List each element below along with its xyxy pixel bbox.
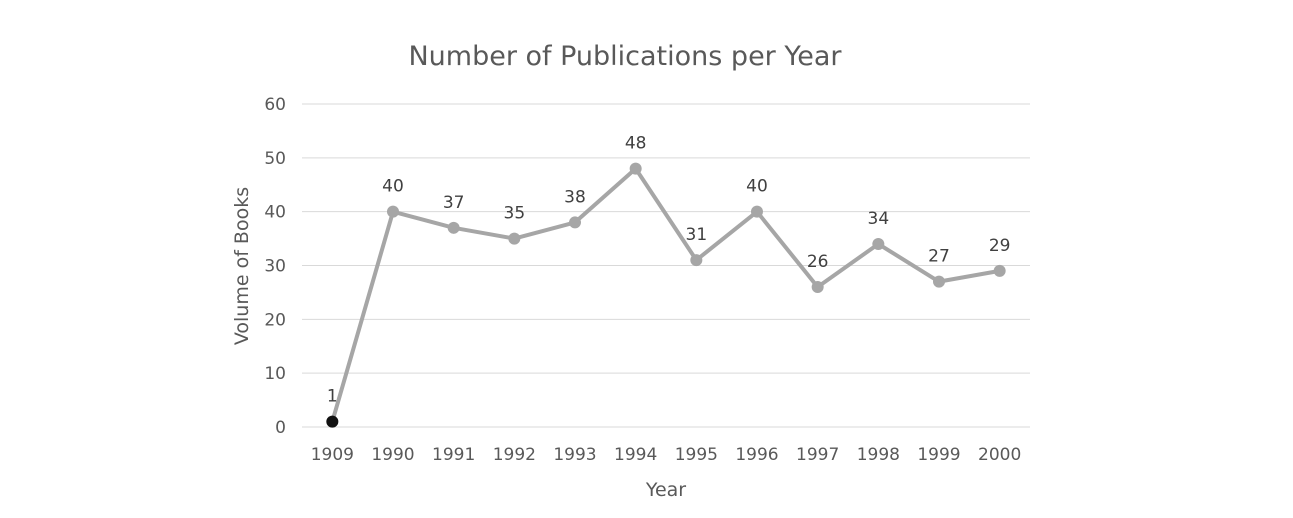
x-tick-label: 1993	[553, 445, 596, 465]
data-point	[569, 216, 581, 229]
data-label: 48	[625, 134, 647, 154]
data-point	[508, 232, 521, 245]
data-point	[751, 205, 763, 218]
y-tick-label: 20	[264, 310, 286, 330]
x-tick-label: 1994	[614, 445, 657, 465]
data-label: 35	[504, 204, 526, 224]
y-tick-label: 0	[275, 418, 286, 438]
y-axis-ticks: 0 10 20 30 40 50 60	[264, 95, 286, 438]
data-label: 40	[746, 177, 768, 197]
x-tick-label: 1998	[857, 445, 900, 465]
data-point	[933, 275, 945, 288]
data-label: 29	[989, 236, 1011, 256]
y-tick-label: 60	[264, 95, 286, 115]
data-point	[690, 254, 703, 267]
data-point	[387, 205, 399, 218]
data-point	[872, 237, 885, 250]
y-axis-title: Volume of Books	[231, 187, 253, 345]
series-line	[330, 166, 1002, 424]
x-tick-label: 1909	[311, 445, 354, 465]
data-label: 27	[928, 247, 950, 267]
data-point	[811, 281, 824, 294]
data-label: 38	[564, 187, 586, 207]
y-tick-label: 30	[264, 257, 286, 277]
data-point	[993, 264, 1006, 277]
data-labels: 1 40 37 35 38 48 31 40 26 34 27 29	[327, 134, 1011, 407]
x-tick-label: 1996	[735, 445, 778, 465]
data-point	[326, 415, 339, 428]
data-label: 37	[443, 193, 465, 213]
y-tick-label: 10	[264, 364, 286, 384]
x-tick-label: 1990	[371, 445, 414, 465]
x-tick-label: 1997	[796, 445, 839, 465]
markers	[326, 162, 1006, 428]
data-point	[447, 221, 460, 234]
y-tick-label: 40	[264, 203, 286, 223]
data-label: 34	[868, 209, 890, 229]
data-label: 26	[807, 252, 829, 272]
data-label: 1	[327, 387, 338, 407]
chart-title: Number of Publications per Year	[408, 41, 842, 72]
x-tick-label: 1995	[675, 445, 718, 465]
data-label: 31	[686, 225, 708, 245]
x-axis-title: Year	[645, 479, 686, 501]
x-axis-ticks: 1909 1990 1991 1992 1993 1994 1995 1996 1997 1998…	[311, 445, 1022, 465]
x-tick-label: 1999	[917, 445, 960, 465]
gridlines	[302, 103, 1030, 428]
data-point	[629, 162, 642, 175]
y-tick-label: 50	[264, 149, 286, 169]
x-tick-label: 2000	[978, 445, 1021, 465]
series-line-layer	[330, 166, 1002, 424]
x-tick-label: 1992	[493, 445, 536, 465]
data-label: 40	[382, 177, 404, 197]
x-tick-label: 1991	[432, 445, 475, 465]
